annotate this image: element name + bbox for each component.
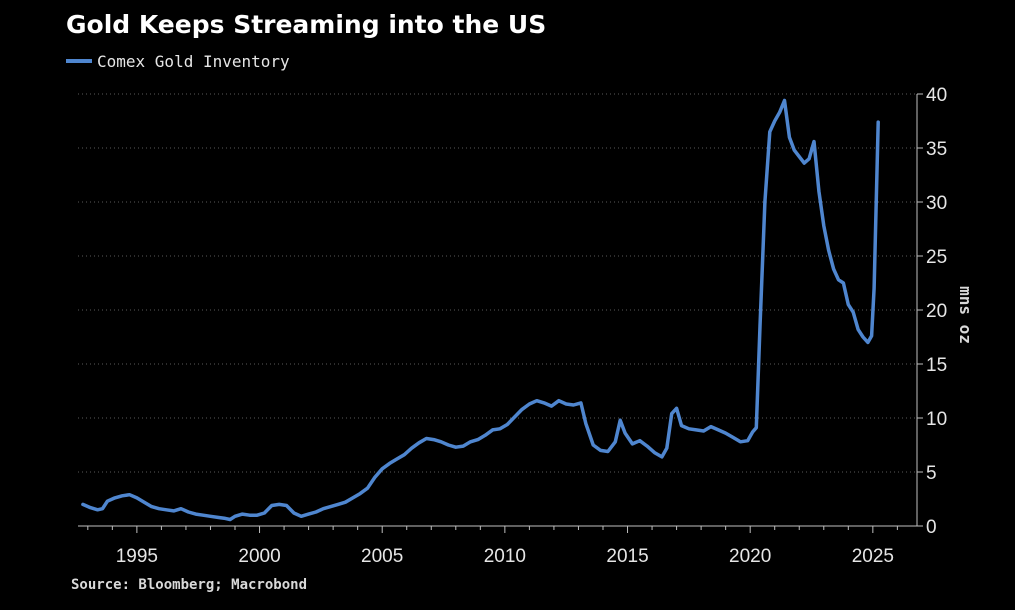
x-axis-ticks: 1995 2000 2005 2010 2015 2020 2025 (87, 526, 898, 567)
source-note: Source: Bloomberg; Macrobond (71, 577, 308, 593)
x-tick-label: 2005 (361, 546, 403, 567)
x-tick-label: 2025 (852, 546, 894, 567)
chart-title: Gold Keeps Streaming into the US (66, 10, 547, 39)
y-tick-label: 25 (926, 247, 947, 268)
y-tick-label: 5 (926, 463, 937, 484)
y-axis-label: mns oz (956, 286, 975, 344)
legend-swatch (66, 59, 92, 63)
y-tick-label: 40 (926, 85, 947, 106)
x-tick-label: 1995 (116, 546, 158, 567)
y-tick-label: 20 (926, 301, 947, 322)
x-tick-label: 2020 (729, 546, 771, 567)
legend-label: Comex Gold Inventory (97, 51, 290, 71)
y-tick-label: 35 (926, 139, 947, 160)
x-tick-label: 2015 (606, 546, 648, 567)
y-tick-label: 30 (926, 193, 947, 214)
y-tick-label: 10 (926, 409, 947, 430)
y-tick-label: 0 (926, 517, 937, 538)
x-tick-label: 2010 (484, 546, 526, 567)
legend: Comex Gold Inventory (66, 49, 290, 73)
y-tick-label: 15 (926, 355, 947, 376)
axes (78, 94, 918, 527)
grid-lines (78, 93, 917, 473)
x-tick-label: 2000 (238, 546, 280, 567)
series-line-comex-gold-inventory (81, 98, 880, 522)
y-axis-ticks: 0 5 10 15 20 25 30 35 40 (917, 85, 947, 538)
series-group (81, 98, 880, 522)
